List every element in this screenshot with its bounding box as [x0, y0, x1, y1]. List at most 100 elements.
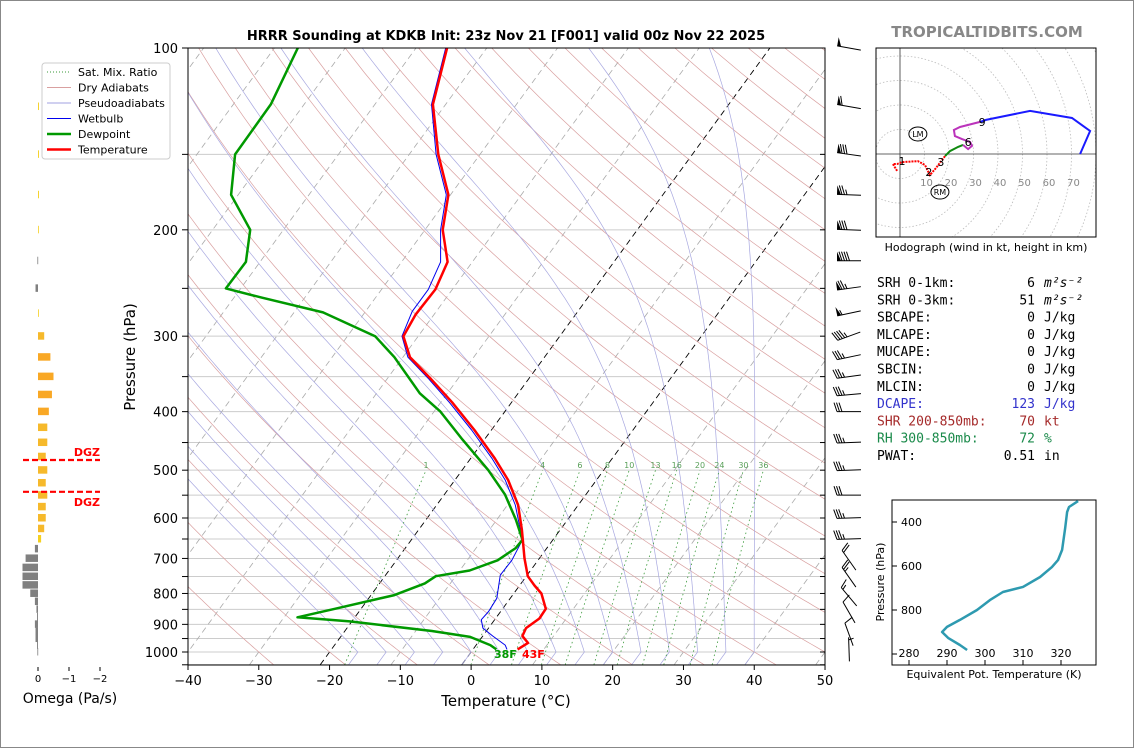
- omega-bar: [38, 452, 46, 461]
- barb-full: [834, 350, 841, 360]
- isotherm: [249, 48, 700, 665]
- stat-unit: kt: [1044, 414, 1060, 429]
- barb-full: [833, 530, 838, 540]
- barb-staff: [837, 152, 861, 157]
- hodograph-area: 10 20 30 40 50 60 70 1 23 69 LM RM: [876, 48, 1096, 237]
- dry-adiabat: [381, 48, 825, 429]
- storm-motion-marker: [908, 126, 928, 142]
- barb-full: [843, 251, 848, 261]
- omega-bar: [30, 589, 38, 597]
- ring-label: 40: [994, 178, 1007, 189]
- highlight-isotherm: [461, 165, 825, 665]
- wind-barb: [833, 461, 862, 472]
- dry-adiabat: [491, 48, 825, 327]
- storm-motion-marker: [930, 184, 950, 200]
- omega-bar: [37, 256, 39, 265]
- pseudoadiabat: [280, 48, 642, 665]
- stat-label: DCAPE:: [877, 397, 924, 412]
- mixing-ratio-label: 30: [738, 461, 748, 470]
- mixing-ratio-line: [711, 470, 764, 665]
- pseudoadiabat: [361, 48, 670, 665]
- wetbulb-line: [401, 48, 523, 650]
- barb-full: [844, 144, 848, 155]
- omega-bar: [37, 641, 38, 649]
- wind-barb: [837, 251, 861, 262]
- legend-label: Pseudoadiabats: [78, 97, 165, 110]
- y-tick-label: 200: [153, 224, 178, 239]
- theta-e-x-tick-label: 300: [975, 647, 996, 660]
- barb-full: [843, 544, 850, 553]
- barb-staff: [837, 103, 861, 110]
- pseudoadiabat: [188, 284, 500, 665]
- ring-label: 70: [1067, 178, 1080, 189]
- barb-staff: [841, 550, 857, 571]
- omega-tick-label: 0: [35, 674, 41, 685]
- barb-half: [841, 372, 845, 378]
- ring-label: 20: [945, 178, 958, 189]
- omega-bar: [38, 423, 48, 432]
- wind-barb: [837, 143, 861, 157]
- barb-half: [848, 637, 854, 641]
- barb-half: [842, 437, 845, 443]
- stat-value: 0: [1027, 328, 1035, 343]
- dgz-label: DGZ: [74, 496, 100, 509]
- legend-label: Sat. Mix. Ratio: [78, 66, 158, 79]
- barb-staff: [841, 567, 857, 588]
- barb-flag: [837, 185, 841, 195]
- mixing-ratio-label: 6: [577, 461, 582, 470]
- barb-full: [832, 351, 838, 360]
- isotherm: [188, 48, 629, 653]
- mixing-ratio-line: [541, 470, 608, 665]
- mixing-ratio-label: 10: [624, 461, 634, 470]
- stat-label: MLCIN:: [877, 380, 924, 395]
- stat-label: SHR 200-850mb:: [877, 414, 987, 429]
- mixing-ratio-label: 4: [540, 461, 545, 470]
- barb-full: [836, 486, 840, 496]
- omega-bar: [38, 353, 51, 361]
- isotherm: [532, 262, 825, 665]
- pseudoadiabat: [188, 410, 415, 665]
- barb-full: [832, 386, 838, 396]
- stat-unit: m²s⁻²: [1043, 293, 1083, 308]
- x-tick-label: 40: [746, 674, 763, 689]
- height-label: 1: [898, 155, 905, 168]
- barb-full: [838, 509, 843, 519]
- hodograph-segment: [979, 109, 1092, 155]
- hodograph: 10 20 30 40 50 60 70 1 23 69 LM RM: [875, 47, 1097, 238]
- theta-e-y-tick-label: 600: [901, 560, 922, 573]
- theta-e-y-tick-label: 800: [901, 604, 922, 617]
- isotherm: [603, 360, 825, 665]
- omega-bar: [35, 284, 38, 292]
- stat-label: SRH 0-1km:: [877, 276, 955, 291]
- barb-half: [844, 567, 849, 572]
- omega-bar: [38, 514, 46, 522]
- barb-staff: [836, 193, 862, 196]
- y-tick-label: 700: [153, 552, 178, 567]
- height-label: 2: [925, 166, 932, 179]
- mixing-ratio-line: [616, 470, 678, 665]
- storm-motion-label: RM: [934, 188, 947, 197]
- stat-label: SBCIN:: [877, 363, 924, 378]
- dry-adiabat: [188, 586, 274, 665]
- barb-full: [838, 486, 843, 496]
- mixing-ratio-label: 24: [714, 461, 724, 470]
- barb-staff: [836, 469, 862, 472]
- hodograph-caption: Hodograph (wind in kt, height in km): [885, 241, 1088, 254]
- dgz-label: DGZ: [74, 446, 100, 459]
- stat-value: 0: [1027, 311, 1035, 326]
- omega-bar: [36, 605, 38, 613]
- dry-adiabat: [454, 48, 825, 360]
- wind-barb: [841, 559, 857, 588]
- pseudoadiabat: [464, 48, 698, 665]
- barb-staff: [837, 354, 861, 361]
- stat-value: 0: [1027, 345, 1035, 360]
- barb-full: [833, 486, 838, 496]
- y-tick-label: 500: [153, 464, 178, 479]
- barb-full: [831, 332, 839, 341]
- barb-staff: [837, 331, 861, 341]
- barb-half: [843, 332, 848, 338]
- legend-label: Dewpoint: [78, 128, 131, 141]
- omega-bar: [38, 534, 42, 543]
- x-tick-label: −20: [316, 674, 343, 689]
- x-tick-label: 0: [467, 674, 475, 689]
